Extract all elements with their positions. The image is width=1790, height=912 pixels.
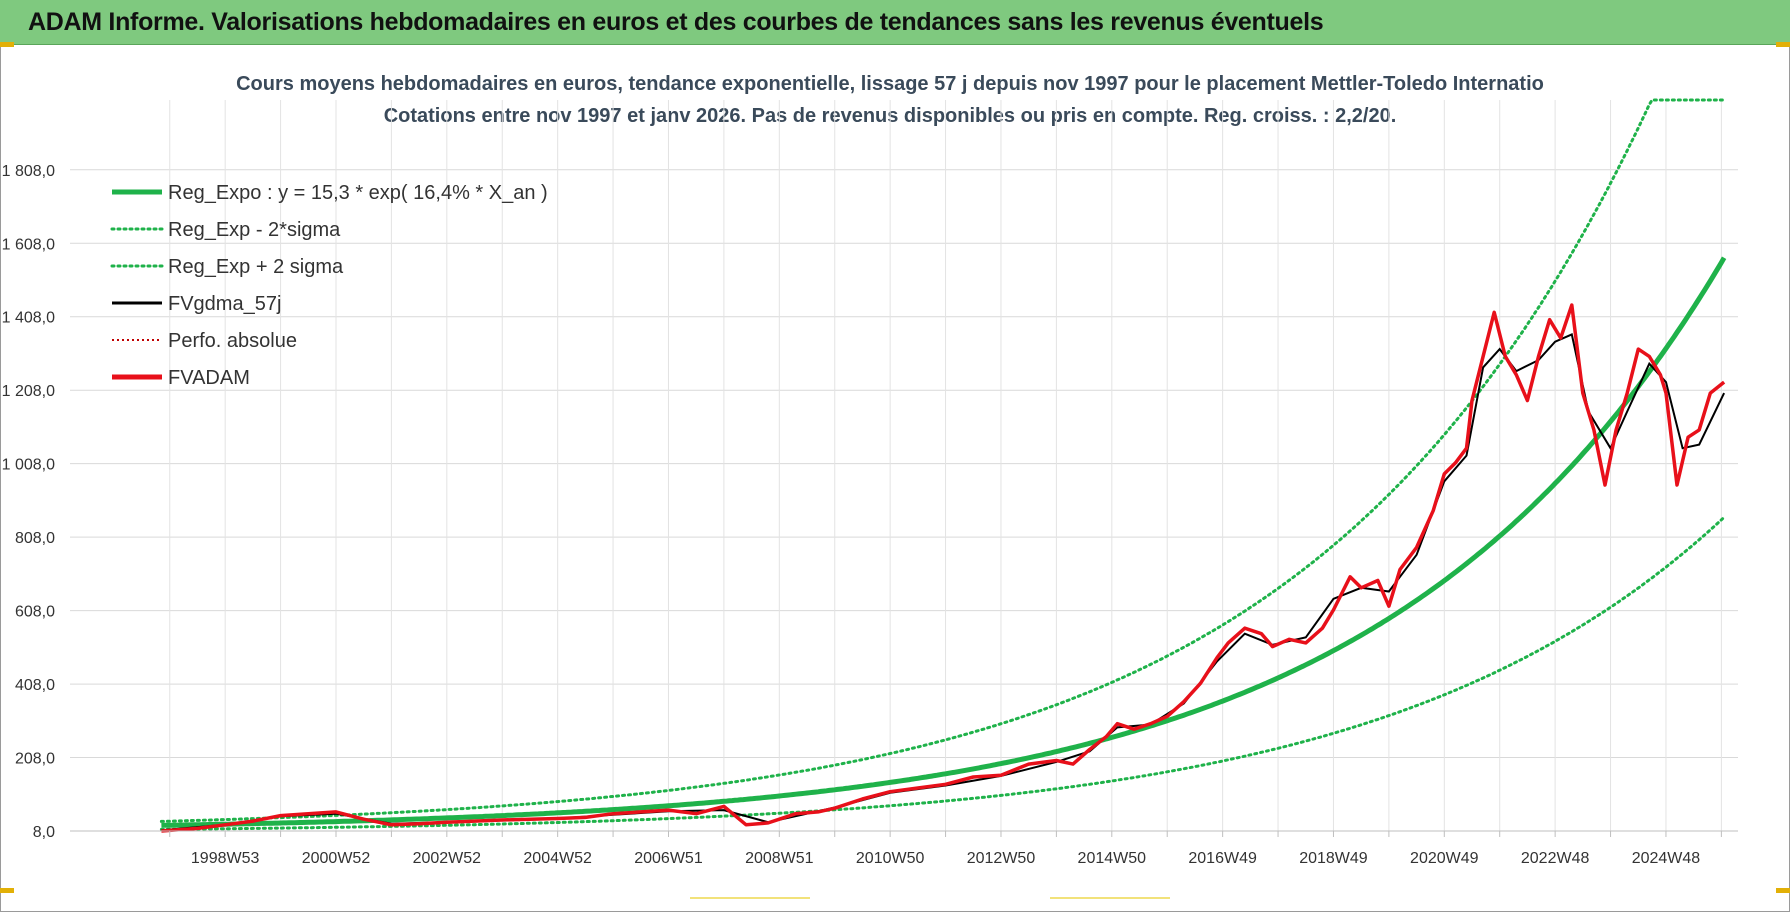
x-tick-label: 2006W51: [634, 850, 703, 867]
legend-label: Reg_Expo : y = 15,3 * exp( 16,4% * X_an …: [168, 182, 548, 204]
corner-mark: [1776, 888, 1790, 893]
series-reg-exp-plus-2sigma: [159, 98, 1726, 823]
y-tick-label: 8,0: [33, 824, 55, 841]
legend-label: FVADAM: [168, 367, 250, 389]
series-reg-expo: [161, 256, 1727, 828]
series-reg-exp-minus-2sigma: [159, 515, 1726, 831]
y-tick-label: 208,0: [15, 751, 55, 768]
series-fvgdma-57j: [161, 332, 1726, 832]
y-tick-label: 1 008,0: [2, 457, 55, 474]
x-tick-label: 2008W51: [745, 850, 814, 867]
legend-label: Reg_Exp - 2*sigma: [168, 219, 341, 241]
x-tick-label: 2020W49: [1410, 850, 1479, 867]
report-title: ADAM Informe. Valorisations hebdomadaire…: [28, 8, 1324, 36]
yellow-mark: [690, 897, 810, 899]
legend-label: Reg_Exp + 2 sigma: [168, 256, 344, 278]
y-tick-label: 608,0: [15, 604, 55, 621]
legend-label: Perfo. absolue: [168, 330, 297, 352]
corner-mark: [1776, 42, 1790, 47]
x-tick-label: 2024W48: [1632, 850, 1701, 867]
x-tick-label: 2010W50: [856, 850, 925, 867]
y-tick-label: 1 208,0: [2, 383, 55, 400]
report-banner: ADAM Informe. Valorisations hebdomadaire…: [0, 0, 1790, 45]
x-tick-label: 2000W52: [302, 850, 371, 867]
x-tick-label: 2002W52: [413, 850, 482, 867]
x-tick-label: 2018W49: [1299, 850, 1368, 867]
legend-label: FVgdma_57j: [168, 293, 281, 315]
x-tick-label: 2016W49: [1188, 850, 1257, 867]
x-tick-label: 1998W53: [191, 850, 260, 867]
y-tick-label: 408,0: [15, 677, 55, 694]
y-tick-label: 1 608,0: [2, 236, 55, 253]
corner-mark: [0, 42, 14, 47]
yellow-mark: [1050, 897, 1170, 899]
x-tick-label: 2012W50: [967, 850, 1036, 867]
corner-mark: [0, 888, 14, 893]
x-tick-label: 2014W50: [1078, 850, 1147, 867]
chart-title-line-1: Cours moyens hebdomadaires en euros, ten…: [236, 73, 1544, 95]
x-tick-label: 2022W48: [1521, 850, 1590, 867]
x-tick-label: 2004W52: [523, 850, 592, 867]
y-tick-label: 1 808,0: [2, 163, 55, 180]
y-tick-label: 808,0: [15, 530, 55, 547]
series-fvadam: [161, 303, 1726, 833]
y-tick-label: 1 408,0: [2, 310, 55, 327]
